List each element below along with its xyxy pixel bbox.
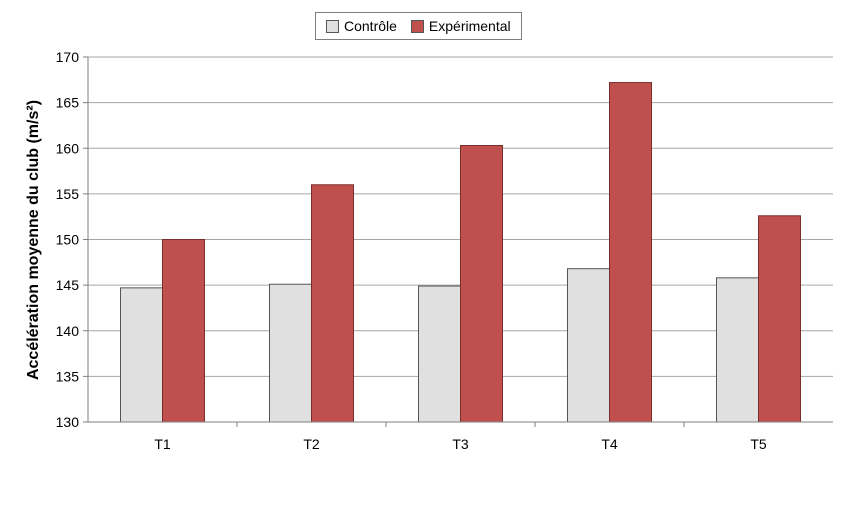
legend-item-controle: Contrôle bbox=[326, 18, 397, 34]
bar-controle-t4 bbox=[567, 268, 610, 423]
axes bbox=[83, 56, 833, 427]
bar-experimental-t1 bbox=[162, 239, 205, 423]
bar-experimental-t3 bbox=[460, 145, 503, 423]
x-tick-label: T1 bbox=[154, 436, 171, 452]
legend-swatch-experimental bbox=[410, 19, 424, 33]
y-tick-label: 165 bbox=[56, 95, 80, 111]
legend-item-experimental: Expérimental bbox=[410, 18, 511, 34]
legend-label-experimental: Expérimental bbox=[428, 18, 511, 34]
tick-labels: 130 135 140 145 150 155 160 165 170 T1 T2 T3 T4 T5 bbox=[56, 49, 767, 452]
bars bbox=[120, 82, 801, 423]
bar-experimental-t2 bbox=[311, 184, 354, 423]
legend-swatch-controle bbox=[326, 19, 339, 33]
bar-controle-t5 bbox=[716, 277, 759, 423]
y-tick-label: 155 bbox=[56, 186, 80, 202]
bar-controle-t3 bbox=[418, 285, 461, 423]
x-tick-label: T2 bbox=[303, 436, 320, 452]
x-tick-label: T5 bbox=[750, 436, 767, 452]
y-axis-label: Accélération moyenne du club (m/s²) bbox=[25, 100, 42, 380]
bar-experimental-t4 bbox=[609, 82, 652, 423]
legend-label-controle: Contrôle bbox=[344, 18, 397, 34]
x-tick-label: T4 bbox=[601, 436, 618, 452]
y-tick-label: 145 bbox=[56, 277, 80, 293]
chart-legend: Contrôle Expérimental bbox=[315, 12, 522, 40]
y-tick-label: 140 bbox=[56, 323, 80, 339]
bar-controle-t1 bbox=[120, 287, 163, 423]
y-tick-label: 160 bbox=[56, 140, 80, 156]
bar-experimental-t5 bbox=[758, 215, 801, 423]
bar-controle-t2 bbox=[269, 283, 312, 423]
x-tick-label: T3 bbox=[452, 436, 469, 452]
y-tick-label: 135 bbox=[56, 368, 80, 384]
y-tick-label: 150 bbox=[56, 232, 80, 248]
y-tick-label: 170 bbox=[56, 49, 80, 65]
y-tick-label: 130 bbox=[56, 414, 80, 430]
